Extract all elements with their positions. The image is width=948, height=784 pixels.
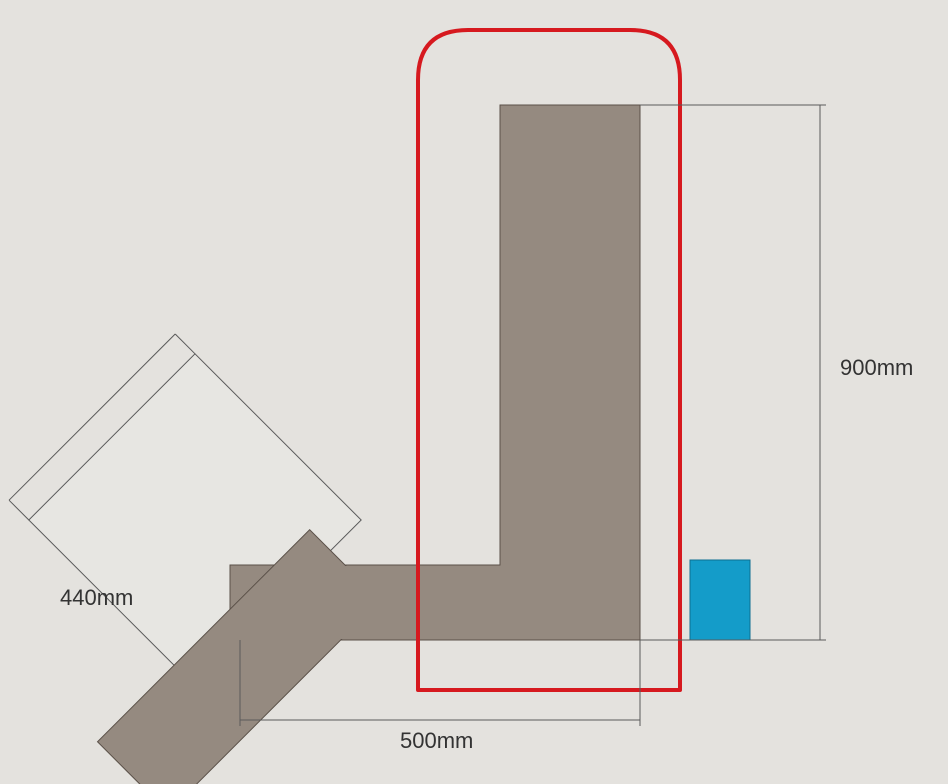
blue-block — [690, 560, 750, 640]
diagram-stage: 440mm 500mm 900mm — [0, 0, 948, 784]
seam-patch — [285, 566, 405, 639]
dimension-label-900: 900mm — [840, 355, 913, 381]
dimension-label-500: 500mm — [400, 728, 473, 754]
diagram-svg — [0, 0, 948, 784]
dimension-label-440: 440mm — [60, 585, 133, 611]
